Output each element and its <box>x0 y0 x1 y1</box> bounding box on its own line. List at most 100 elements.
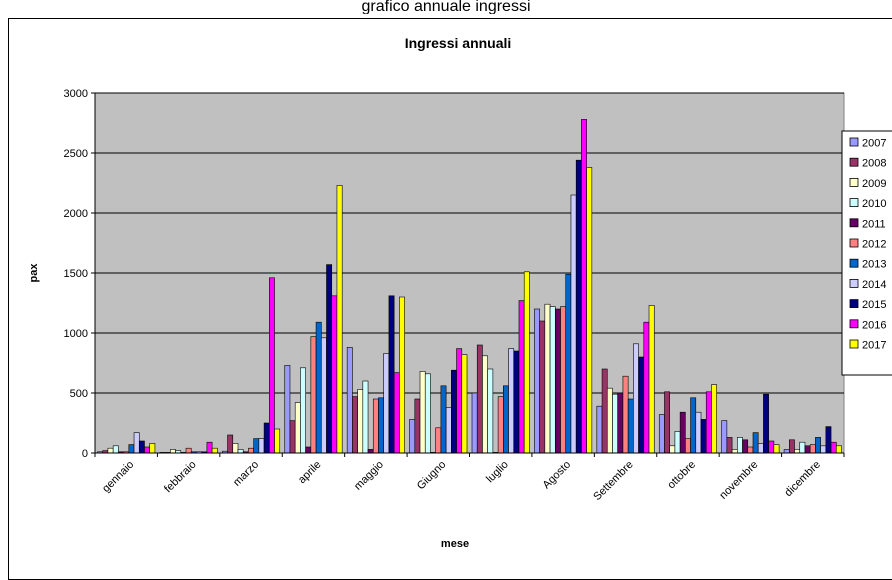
bar-2010-ottobre <box>674 431 681 454</box>
bar-2015-marzo <box>263 422 270 454</box>
bar-2013-agosto <box>565 273 572 454</box>
bar-2009-febbraio <box>170 449 176 454</box>
bar-2014-maggio <box>383 353 390 454</box>
bar-2011-maggio <box>367 449 374 454</box>
bar-2012-febbraio <box>185 447 192 454</box>
chart-svg: Ingressi annuali 0 500 1000 1500 2000 2500 300… <box>28 35 892 550</box>
legend-swatch-2017 <box>849 339 859 349</box>
bar-2009-ottobre <box>669 445 676 454</box>
bar-2009-luglio <box>482 355 488 454</box>
bar-2014-luglio <box>508 348 515 454</box>
bar-2009-settembre <box>606 387 613 454</box>
bar-2009-aprile <box>294 402 301 454</box>
bar-2013-novembre <box>752 432 759 454</box>
legend-label-2012: 2012 <box>862 239 886 251</box>
bar-2008-ottobre <box>664 391 670 454</box>
bar-2016-febbraio <box>206 441 213 454</box>
bar-2014-novembre <box>757 443 764 454</box>
bar-2017-agosto <box>586 167 593 454</box>
bar-2012-settembre <box>622 375 629 454</box>
bar-2011-aprile <box>305 446 312 454</box>
bar-2013-maggio <box>378 397 385 454</box>
x-category-label: ottobre <box>665 459 698 492</box>
x-category-label: aprile <box>296 459 324 487</box>
bar-2013-giugno <box>440 385 447 454</box>
legend: 2007 2008 2009 2010 2011 2012 2013 2014 2015 2016… <box>841 130 892 376</box>
bar-2014-giugno <box>445 407 452 454</box>
legend-swatch-2013 <box>849 258 859 268</box>
bar-2012-aprile <box>310 336 317 454</box>
legend-swatch-2010 <box>849 198 859 208</box>
bar-2013-aprile <box>315 321 322 454</box>
legend-swatch-2007 <box>849 137 859 147</box>
bar-2008-maggio <box>352 396 358 454</box>
bar-2009-marzo <box>232 443 239 454</box>
bar-2015-agosto <box>575 159 582 454</box>
bar-2008-agosto <box>539 320 546 454</box>
bar-2008-luglio <box>476 344 483 454</box>
bar-2013-gennaio <box>128 444 135 454</box>
bar-2014-gennaio <box>133 432 140 454</box>
bar-2014-dicembre <box>820 445 827 454</box>
legend-swatch-2016 <box>849 319 859 329</box>
bar-2013-settembre <box>627 398 634 454</box>
bar-2015-maggio <box>388 295 395 454</box>
bar-2017-gennaio <box>149 443 156 454</box>
bar-2015-gennaio <box>138 440 145 454</box>
legend-swatch-2008 <box>849 157 859 167</box>
x-category-label: dicembre <box>782 459 822 499</box>
bar-2010-novembre <box>737 437 743 454</box>
y-tick-label: 2500 <box>64 148 88 160</box>
y-tick-label: 2000 <box>64 208 88 220</box>
legend-swatch-2009 <box>849 177 859 187</box>
bar-2017-ottobre <box>711 384 717 454</box>
bar-2010-marzo <box>237 449 244 454</box>
bar-2008-marzo <box>227 434 234 454</box>
bar-2011-agosto <box>554 308 561 454</box>
x-category-label: Giugno <box>415 459 449 493</box>
bar-2017-maggio <box>399 296 405 454</box>
y-tick-label: 500 <box>70 388 88 400</box>
legend-label-2016: 2016 <box>862 319 886 331</box>
bars <box>97 119 842 454</box>
legend-label-2017: 2017 <box>862 340 886 352</box>
bar-2007-luglio <box>471 392 478 454</box>
bar-2013-marzo <box>253 438 260 454</box>
bar-2011-dicembre <box>804 445 811 454</box>
bar-2017-febbraio <box>211 447 218 454</box>
bar-2010-settembre <box>612 393 619 454</box>
legend-swatch-2012 <box>849 238 859 248</box>
legend-label-2011: 2011 <box>862 218 886 230</box>
bar-2010-agosto <box>549 306 556 454</box>
bar-2008-aprile <box>289 420 296 454</box>
bar-2007-agosto <box>534 308 540 454</box>
bar-2010-aprile <box>300 367 306 454</box>
y-tick-label: 3000 <box>64 88 88 100</box>
bar-2012-giugno <box>435 427 442 454</box>
bar-2016-aprile <box>331 295 338 454</box>
bar-2015-settembre <box>638 356 645 454</box>
bar-2015-luglio <box>513 350 520 454</box>
legend-label-2007: 2007 <box>862 138 886 150</box>
bar-2014-marzo <box>258 438 265 454</box>
bar-2016-agosto <box>581 119 587 454</box>
legend-swatch-2014 <box>849 278 859 288</box>
bar-2017-settembre <box>648 305 655 454</box>
bar-2017-novembre <box>773 444 780 454</box>
bar-2016-luglio <box>518 300 525 454</box>
x-axis-ticks: gennaio febbraio marzo aprile maggio Giugno lu… <box>94 453 845 503</box>
bar-2008-giugno <box>414 398 421 454</box>
bar-2014-aprile <box>320 337 327 454</box>
legend-label-2009: 2009 <box>862 178 886 190</box>
top-title-fragment: grafico annuale ingressi <box>361 0 531 14</box>
bar-2011-ottobre <box>679 411 686 454</box>
bar-2012-novembre <box>747 446 754 454</box>
bar-2012-marzo <box>248 447 254 454</box>
chart-title: Ingressi annuali <box>405 35 512 51</box>
bar-2016-marzo <box>269 277 275 454</box>
bar-2010-gennaio <box>112 445 119 454</box>
bar-2010-dicembre <box>799 441 806 454</box>
bar-2015-novembre <box>763 393 769 454</box>
legend-swatch-2011 <box>849 218 859 228</box>
bar-2014-settembre <box>633 343 639 454</box>
